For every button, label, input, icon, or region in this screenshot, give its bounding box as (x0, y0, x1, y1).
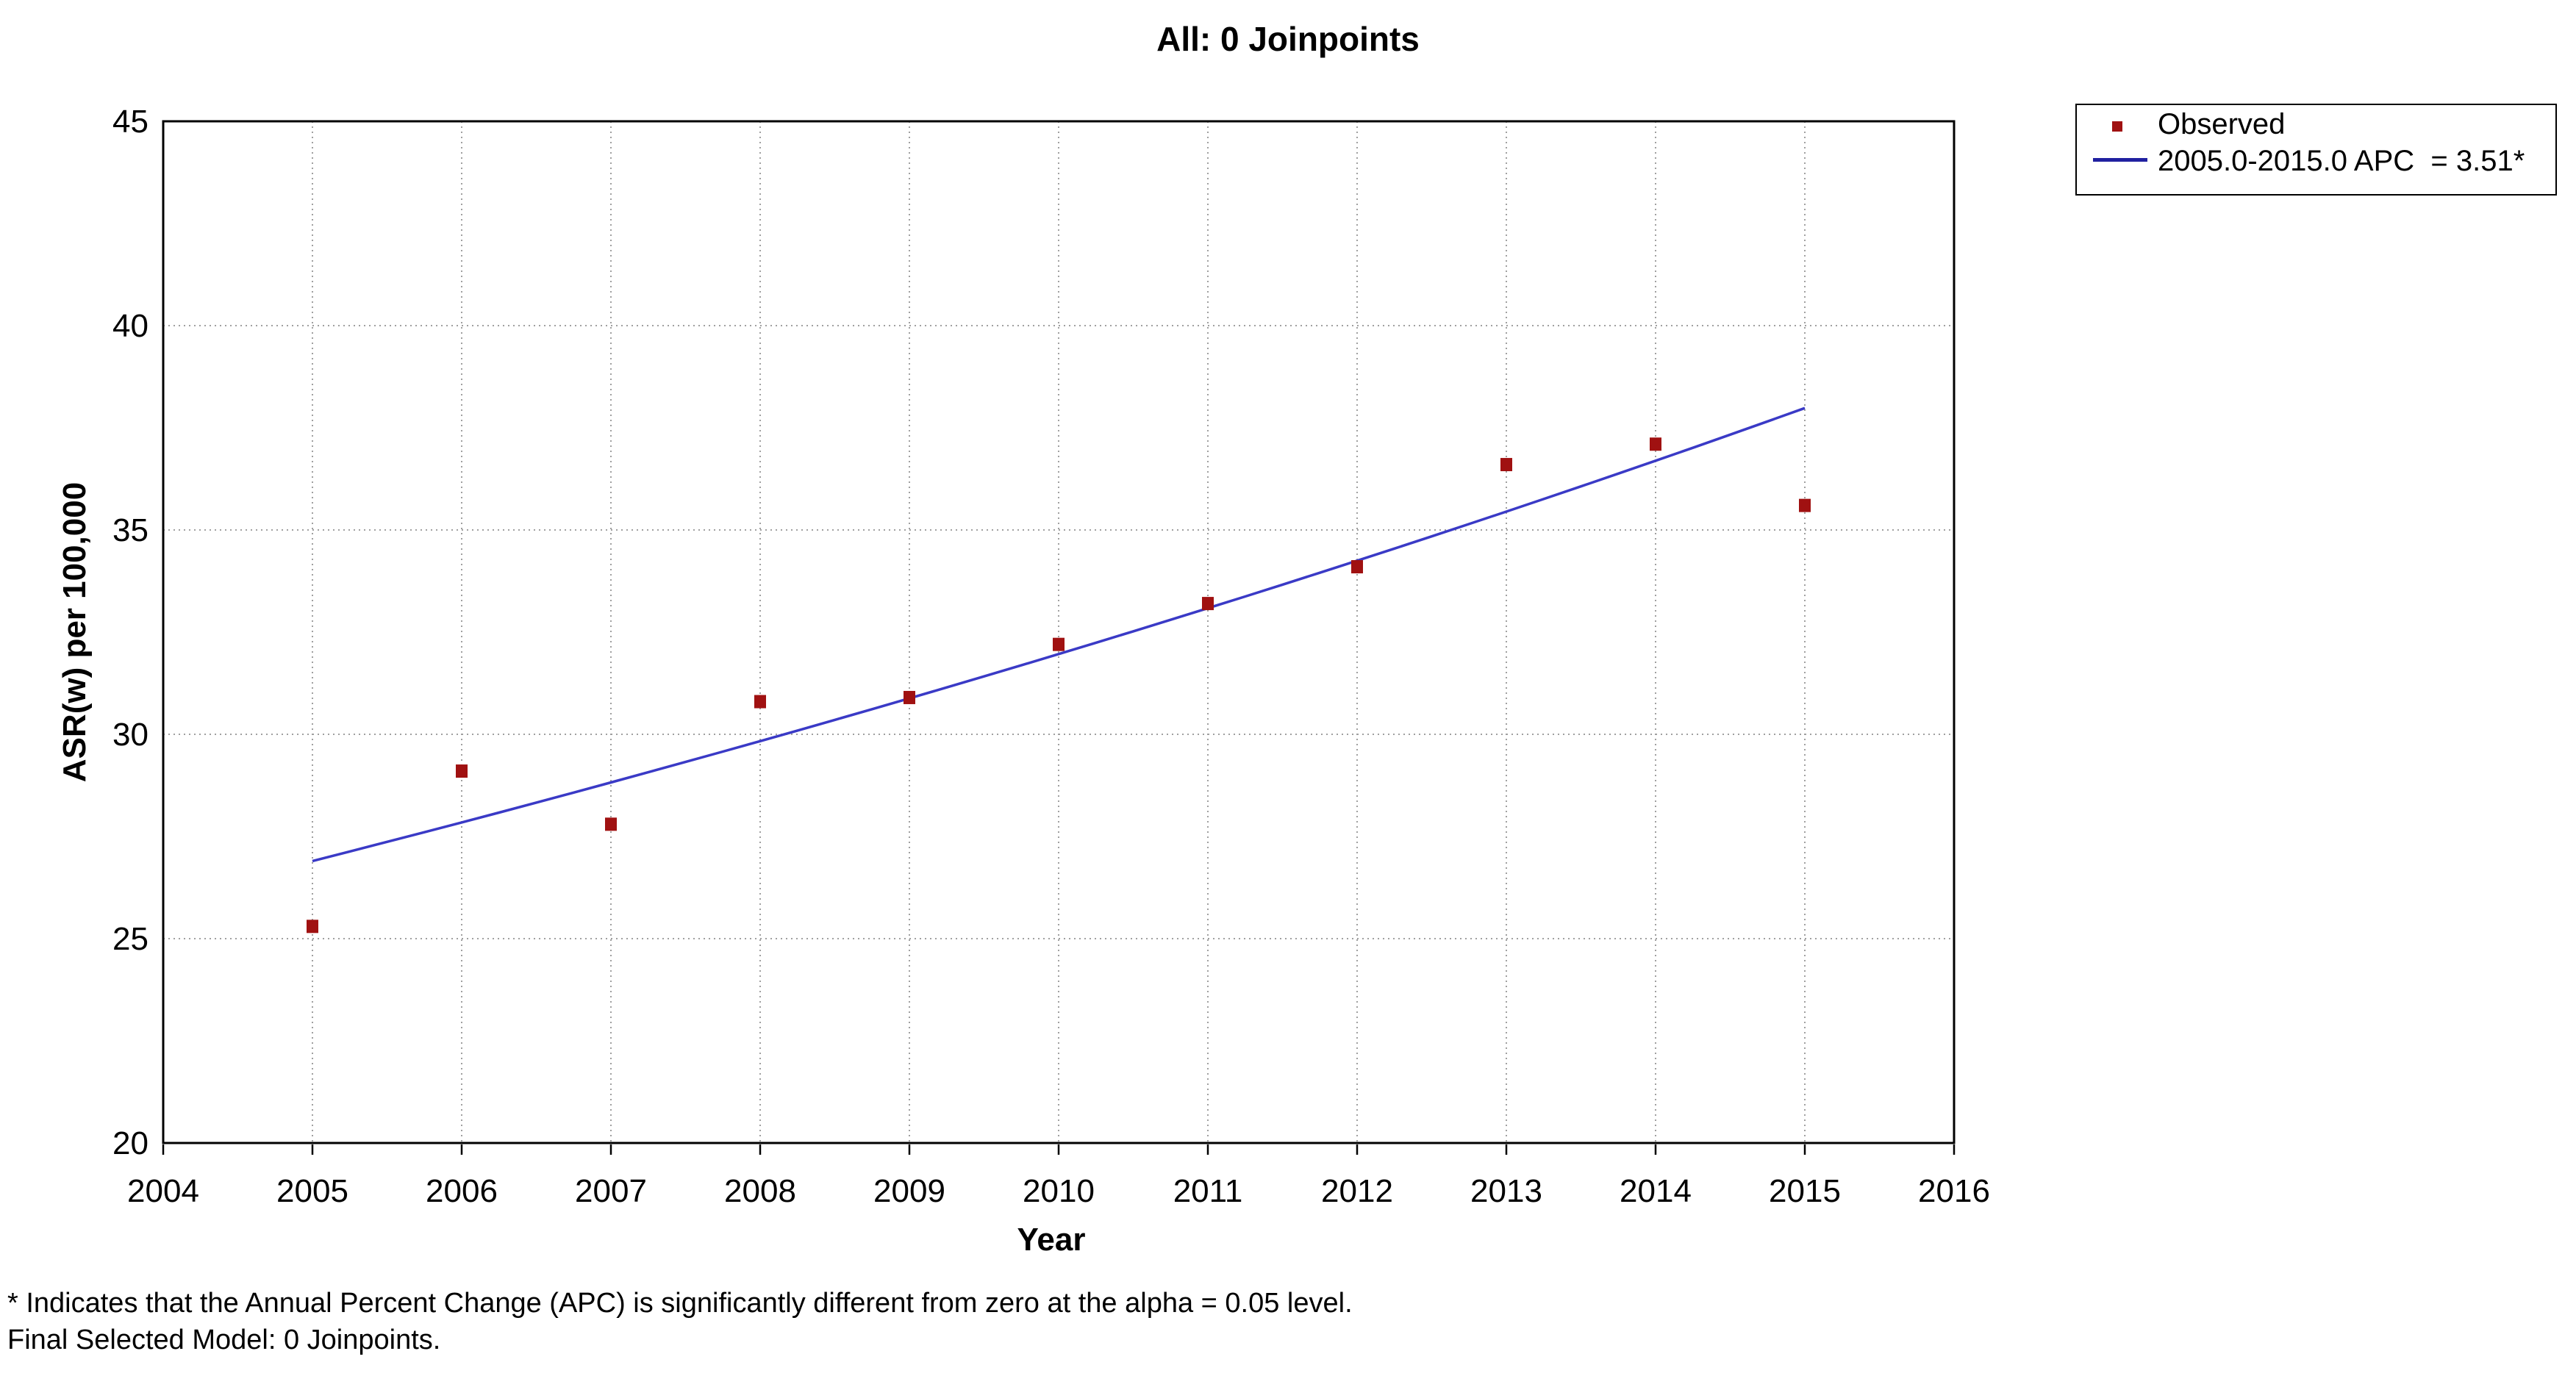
x-tick-label: 2006 (426, 1173, 498, 1209)
data-point (1351, 560, 1363, 574)
x-tick-label: 2011 (1173, 1173, 1243, 1209)
x-tick-label: 2009 (873, 1173, 945, 1209)
x-tick-label: 2016 (1918, 1173, 1990, 1209)
x-tick-label: 2012 (1321, 1173, 1393, 1209)
y-tick-label: 30 (112, 717, 149, 753)
legend: Observed 2005.0-2015.0 APC = 3.51* (2075, 104, 2557, 196)
data-point (456, 764, 468, 778)
x-tick-label: 2008 (724, 1173, 796, 1209)
legend-label-observed: Observed (2158, 108, 2286, 140)
y-tick-label: 35 (112, 512, 149, 548)
data-point (1500, 458, 1512, 472)
data-point (307, 920, 318, 934)
x-tick-label: 2013 (1470, 1173, 1542, 1209)
x-tick-label: 2014 (1620, 1173, 1692, 1209)
x-tick-label: 2010 (1023, 1173, 1095, 1209)
data-point (1799, 498, 1811, 512)
x-axis-title: Year (1017, 1222, 1086, 1258)
footnote-final-model: Final Selected Model: 0 Joinpoints. (7, 1325, 441, 1355)
legend-label-apc: 2005.0-2015.0 APC = 3.51* (2158, 145, 2525, 177)
x-tick-label: 2005 (276, 1173, 348, 1209)
footnote-apc-significance: * Indicates that the Annual Percent Chan… (7, 1288, 1353, 1319)
x-tick-label: 2004 (127, 1173, 199, 1209)
y-tick-label: 20 (112, 1125, 149, 1161)
trend-line (312, 406, 1806, 863)
x-tick-label: 2007 (575, 1173, 647, 1209)
data-point (904, 690, 915, 704)
data-point (754, 695, 766, 709)
x-tick-label: 2015 (1769, 1173, 1841, 1209)
y-tick-label: 40 (112, 308, 149, 344)
chart-title: All: 0 Joinpoints (1156, 20, 1420, 58)
y-tick-label: 45 (112, 104, 149, 140)
data-point (1650, 437, 1661, 451)
data-point (1202, 597, 1214, 611)
observed-marker-icon (2112, 121, 2122, 132)
trend-line-icon (2093, 158, 2147, 162)
data-point (1053, 637, 1065, 651)
plot-border (162, 120, 1956, 1144)
data-point (605, 817, 617, 831)
y-tick-label: 25 (112, 921, 149, 957)
